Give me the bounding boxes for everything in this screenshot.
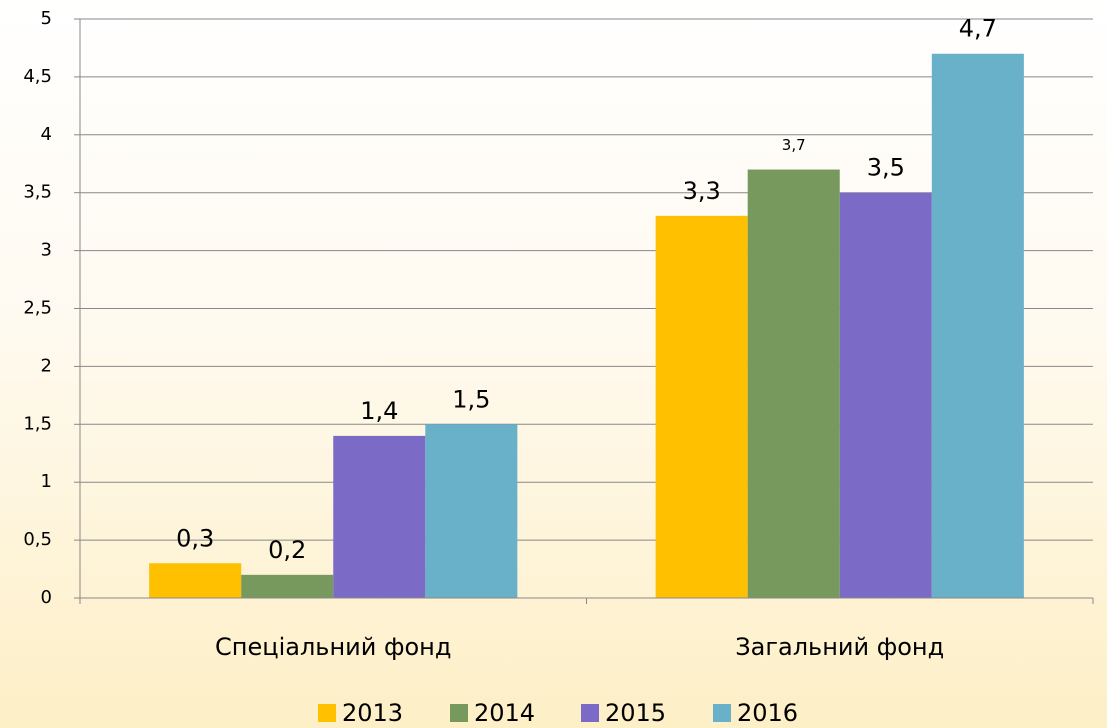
legend-swatch xyxy=(581,704,599,722)
legend-label: 2013 xyxy=(342,699,403,727)
x-tick-label: Загальний фонд xyxy=(735,633,944,661)
value-label: 1,4 xyxy=(360,397,398,425)
value-label: 4,7 xyxy=(959,15,997,43)
y-tick-label: 1,5 xyxy=(23,413,52,434)
value-label: 3,5 xyxy=(867,154,905,182)
y-tick-label: 3 xyxy=(41,240,52,261)
y-tick-label: 2 xyxy=(41,355,52,376)
legend-swatch xyxy=(450,704,468,722)
y-tick-label: 2,5 xyxy=(23,298,52,319)
bar xyxy=(241,574,334,598)
legend-label: 2014 xyxy=(474,699,535,727)
legend-label: 2015 xyxy=(605,699,666,727)
bar xyxy=(655,215,748,599)
value-label: 1,5 xyxy=(452,385,490,413)
bar xyxy=(931,53,1024,599)
legend-swatch xyxy=(318,704,336,722)
y-tick-label: 4 xyxy=(41,124,52,145)
y-tick-label: 5 xyxy=(41,8,52,29)
bar xyxy=(425,424,518,598)
value-label: 3,7 xyxy=(782,136,806,154)
y-tick-label: 1 xyxy=(41,471,52,492)
bar xyxy=(747,169,840,599)
bar xyxy=(333,435,426,598)
x-tick-label: Спеціальний фонд xyxy=(215,633,451,661)
y-tick-label: 0,5 xyxy=(23,529,52,550)
value-label: 3,3 xyxy=(683,177,721,205)
y-tick-label: 3,5 xyxy=(23,182,52,203)
legend-label: 2016 xyxy=(737,699,798,727)
bar xyxy=(149,563,242,598)
y-tick-label: 4,5 xyxy=(23,66,52,87)
legend-swatch xyxy=(713,704,731,722)
bar xyxy=(839,192,932,598)
value-label: 0,2 xyxy=(268,536,306,564)
y-tick-label: 0 xyxy=(41,587,52,608)
value-label: 0,3 xyxy=(176,524,214,552)
